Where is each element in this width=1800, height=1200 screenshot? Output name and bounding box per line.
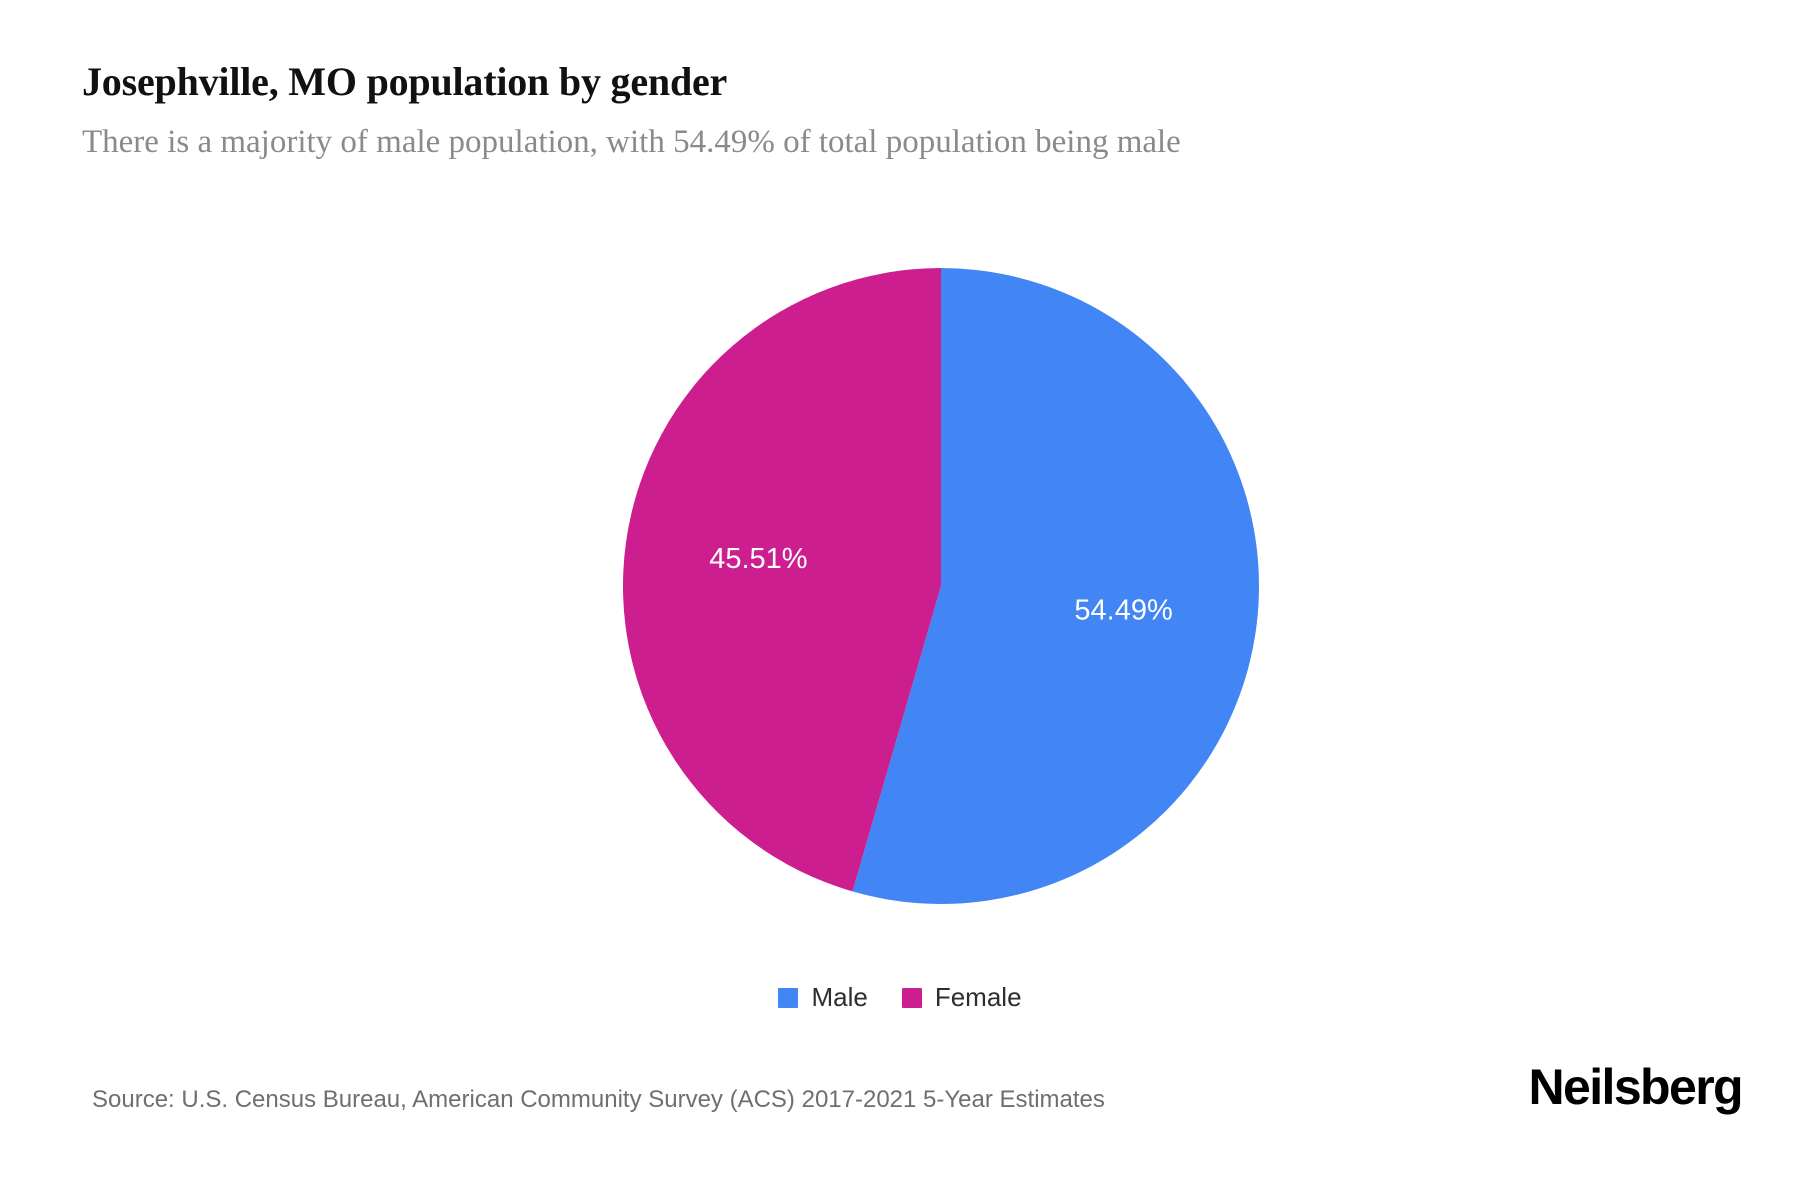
source-note: Source: U.S. Census Bureau, American Com…	[92, 1086, 1105, 1113]
pie-chart: 54.49% 45.51%	[622, 267, 1259, 904]
plot-area: 54.49% 45.51%	[0, 180, 1800, 960]
legend-item-male[interactable]: Male	[778, 982, 868, 1013]
brand-logo: Neilsberg	[1528, 1059, 1744, 1115]
legend-item-female[interactable]: Female	[901, 982, 1022, 1013]
pie-label-male: 54.49%	[1074, 595, 1172, 627]
chart-subtitle: There is a majority of male population, …	[82, 124, 1181, 160]
pie-slice-female[interactable]	[622, 267, 941, 892]
chart-legend: Male Female	[0, 982, 1800, 1013]
legend-label-male: Male	[811, 982, 868, 1012]
page-title: Josephville, MO population by gender	[82, 59, 728, 104]
pie-slice-group	[622, 267, 1259, 904]
pie-slice-male[interactable]	[852, 268, 1259, 904]
pie-label-female: 45.51%	[709, 543, 807, 575]
legend-swatch-icon-male	[778, 987, 799, 1008]
legend-label-female: Female	[934, 982, 1022, 1012]
legend-swatch-icon-female	[901, 987, 922, 1008]
pie-label-group: 54.49% 45.51%	[709, 543, 1173, 627]
